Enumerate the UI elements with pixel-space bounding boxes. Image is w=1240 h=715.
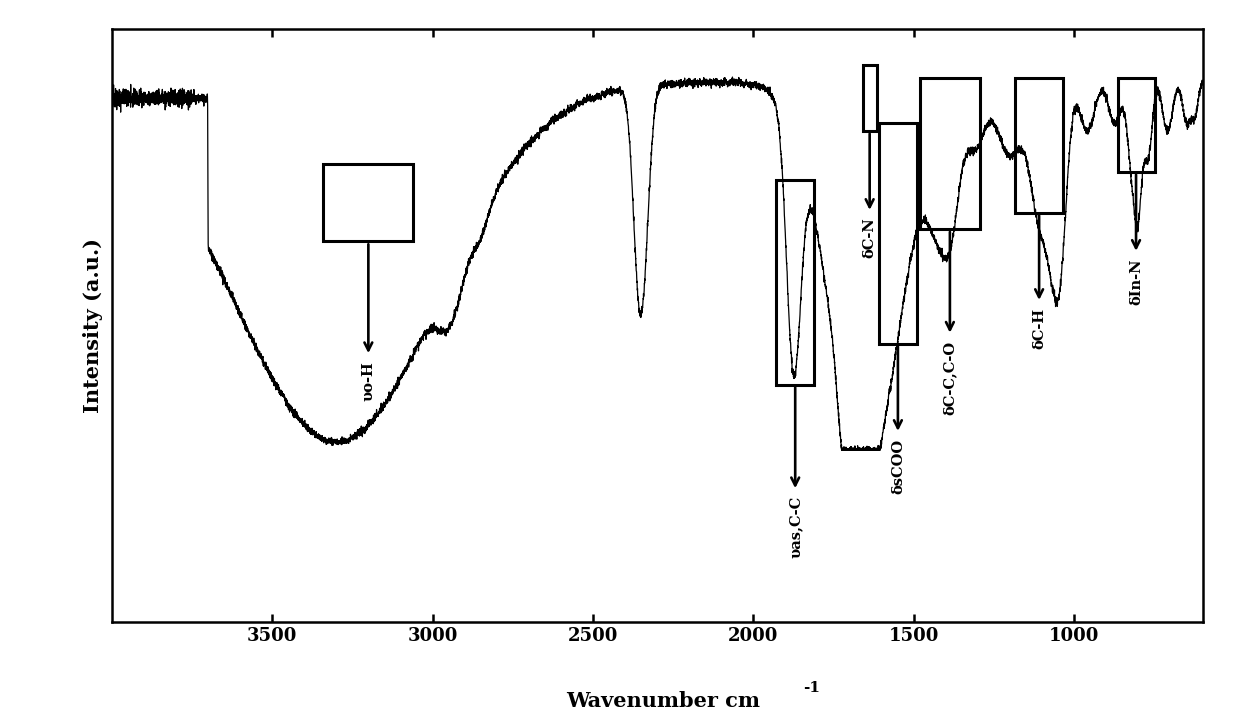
Bar — [920, 78, 980, 229]
Text: δIn-N: δIn-N — [1130, 259, 1143, 305]
Bar — [776, 180, 815, 385]
Text: δsCOO: δsCOO — [890, 439, 905, 494]
Bar — [863, 66, 877, 131]
Text: δC-H: δC-H — [1032, 307, 1047, 349]
Bar — [879, 123, 918, 344]
Y-axis label: Intensity (a.u.): Intensity (a.u.) — [83, 238, 103, 413]
Text: Wavenumber cm: Wavenumber cm — [567, 691, 760, 711]
Bar — [1117, 78, 1154, 172]
Text: υo-H: υo-H — [361, 361, 376, 400]
Bar — [1016, 78, 1063, 213]
Text: δC-C,C-O: δC-C,C-O — [942, 340, 957, 415]
Text: δC-N: δC-N — [863, 217, 877, 258]
Bar — [324, 164, 413, 242]
Text: -1: -1 — [804, 681, 821, 695]
Text: υas,C-C: υas,C-C — [789, 496, 802, 558]
